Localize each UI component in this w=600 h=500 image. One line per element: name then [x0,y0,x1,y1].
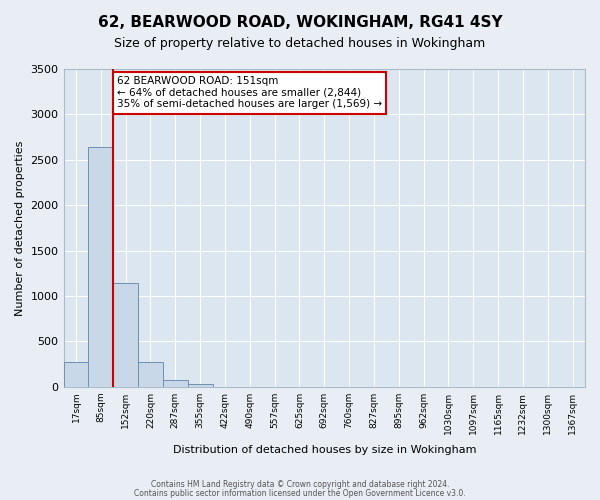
Bar [163,380,188,387]
Bar [138,362,163,387]
Text: Contains HM Land Registry data © Crown copyright and database right 2024.: Contains HM Land Registry data © Crown c… [151,480,449,489]
Text: 62, BEARWOOD ROAD, WOKINGHAM, RG41 4SY: 62, BEARWOOD ROAD, WOKINGHAM, RG41 4SY [98,15,502,30]
X-axis label: Distribution of detached houses by size in Wokingham: Distribution of detached houses by size … [173,445,476,455]
Bar [64,362,88,387]
Text: Size of property relative to detached houses in Wokingham: Size of property relative to detached ho… [115,38,485,51]
Text: 62 BEARWOOD ROAD: 151sqm
← 64% of detached houses are smaller (2,844)
35% of sem: 62 BEARWOOD ROAD: 151sqm ← 64% of detach… [117,76,382,110]
Bar [188,384,212,387]
Bar [88,147,113,387]
Y-axis label: Number of detached properties: Number of detached properties [15,140,25,316]
Text: Contains public sector information licensed under the Open Government Licence v3: Contains public sector information licen… [134,488,466,498]
Bar [113,284,138,387]
